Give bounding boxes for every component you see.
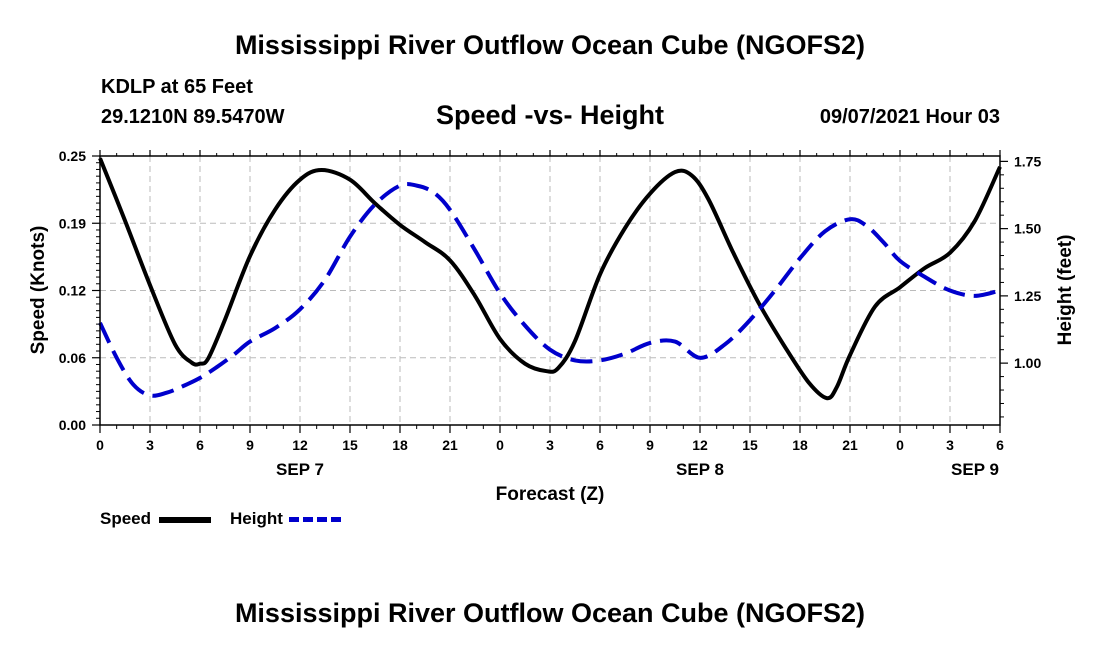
x-tick-label: 6	[596, 437, 604, 453]
x-tick-label: 0	[96, 437, 104, 453]
date-label: SEP 7	[276, 460, 324, 479]
axes: 0 3 6 9 12 15 18 21 0 3 6 9 12 15 18 21 0 3 6 SEP 7 SEP 8 SEP…	[59, 148, 1042, 479]
date-label: SEP 9	[951, 460, 999, 479]
x-tick-label: 18	[392, 437, 408, 453]
station-label: KDLP at 65 Feet	[101, 76, 253, 98]
height-series-line	[98, 181, 1001, 398]
x-tick-label: 6	[196, 437, 204, 453]
legend-height-swatch	[289, 517, 341, 522]
y-tick-label: 0.25	[59, 148, 86, 164]
x-tick-label: 15	[742, 437, 758, 453]
x-tick-label: 18	[792, 437, 808, 453]
x-tick-label: 9	[246, 437, 254, 453]
legend-speed-swatch	[159, 517, 211, 523]
y2-axis-label: Height (feet)	[1055, 235, 1076, 346]
station-coordinates: 29.1210N 89.5470W	[101, 106, 285, 128]
x-tick-label: 3	[146, 437, 154, 453]
x-tick-label: 21	[842, 437, 858, 453]
y2-tick-label: 1.25	[1014, 288, 1041, 304]
x-tick-label: 21	[442, 437, 458, 453]
x-tick-label: 3	[546, 437, 554, 453]
x-tick-label: 15	[342, 437, 358, 453]
page-title: Mississippi River Outflow Ocean Cube (NG…	[234, 30, 866, 60]
series-lines	[98, 157, 1002, 401]
y2-tick-label: 1.00	[1014, 355, 1041, 371]
x-tick-label: 0	[496, 437, 504, 453]
y-tick-label: 0.12	[59, 283, 86, 299]
x-tick-label: 12	[692, 437, 708, 453]
legend-height-label: Height	[230, 509, 283, 528]
x-tick-label: 6	[996, 437, 1004, 453]
x-tick-label: 9	[646, 437, 654, 453]
y-tick-label: 0.19	[59, 215, 86, 231]
speed-series-line	[98, 157, 1002, 401]
y-tick-label: 0.00	[59, 417, 86, 433]
x-tick-label: 12	[292, 437, 308, 453]
date-label: SEP 8	[676, 460, 724, 479]
y2-tick-label: 1.75	[1014, 153, 1041, 169]
y-tick-label: 0.06	[59, 350, 86, 366]
x-tick-label: 3	[946, 437, 954, 453]
x-axis-label: Forecast (Z)	[496, 484, 605, 505]
run-time: 09/07/2021 Hour 03	[819, 106, 1000, 128]
legend-speed-label: Speed	[100, 509, 152, 528]
chart-heading: Speed -vs- Height	[435, 100, 665, 130]
x-tick-label: 0	[896, 437, 904, 453]
y-axis-label: Speed (Knots)	[28, 226, 49, 355]
footer-title: Mississippi River Outflow Ocean Cube (NG…	[234, 598, 866, 628]
y2-tick-label: 1.50	[1014, 221, 1041, 237]
